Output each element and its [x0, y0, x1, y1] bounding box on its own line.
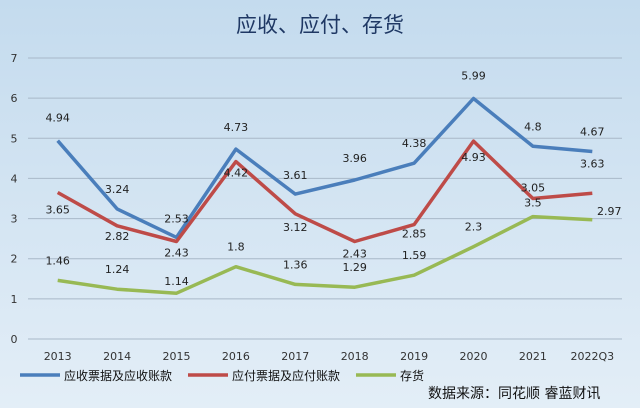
series-line — [56, 139, 593, 244]
chart-title: 应收、应付、存货 — [236, 13, 404, 37]
x-tick-label: 2018 — [341, 350, 369, 363]
y-tick-label: 1 — [11, 293, 18, 306]
series-line — [56, 96, 593, 240]
data-label: 4.73 — [224, 121, 249, 134]
data-label: 3.12 — [283, 221, 308, 234]
x-tick-label: 2020 — [460, 350, 488, 363]
data-label: 2.43 — [164, 246, 189, 259]
data-label: 3.65 — [45, 203, 70, 216]
data-label: 1.46 — [45, 254, 70, 267]
x-tick-label: 2014 — [103, 350, 131, 363]
data-label: 2.82 — [105, 230, 130, 243]
data-label: 2.53 — [164, 212, 189, 225]
data-label: 2.3 — [465, 221, 483, 234]
source-note: 数据来源：同花顺 睿蓝财讯 — [428, 386, 601, 402]
data-label: 4.93 — [461, 151, 486, 164]
data-label: 5.99 — [461, 70, 486, 83]
data-label: 4.42 — [224, 167, 249, 180]
data-label: 4.38 — [402, 137, 427, 150]
data-label: 2.43 — [342, 247, 367, 260]
y-tick-label: 7 — [11, 52, 18, 65]
x-tick-label: 2017 — [281, 350, 309, 363]
data-label: 4.8 — [524, 120, 542, 133]
x-tick-label: 2016 — [222, 350, 250, 363]
data-label: 1.29 — [342, 261, 367, 274]
data-label: 3.61 — [283, 169, 308, 182]
y-tick-label: 4 — [11, 172, 18, 185]
data-label: 4.67 — [580, 126, 605, 139]
series-line — [57, 214, 593, 295]
legend-label: 应收票据及应收账款 — [64, 368, 172, 383]
data-label: 3.96 — [342, 152, 367, 165]
data-label: 1.24 — [105, 263, 130, 276]
data-label: 1.59 — [402, 249, 427, 262]
data-label: 4.94 — [45, 112, 70, 125]
x-tick-label: 2013 — [44, 350, 72, 363]
data-label: 1.8 — [227, 241, 245, 254]
data-label: 2.85 — [402, 228, 427, 241]
y-tick-label: 2 — [11, 253, 18, 266]
x-tick-label: 2022Q3 — [570, 350, 614, 363]
y-tick-label: 6 — [11, 92, 18, 105]
data-label: 3.5 — [524, 197, 542, 210]
data-label: 3.05 — [521, 182, 546, 195]
data-label: 3.24 — [105, 183, 130, 196]
data-label: 1.14 — [164, 275, 189, 288]
x-tick-label: 2019 — [400, 350, 428, 363]
x-tick-label: 2015 — [163, 350, 191, 363]
y-tick-label: 3 — [11, 213, 18, 226]
y-tick-label: 5 — [11, 132, 18, 145]
data-label: 1.36 — [283, 258, 308, 271]
data-label: 3.63 — [580, 157, 605, 170]
data-label: 2.97 — [597, 205, 622, 218]
legend-label: 存货 — [400, 368, 424, 383]
y-tick-label: 0 — [11, 333, 18, 346]
legend-label: 应付票据及应付账款 — [232, 368, 340, 383]
x-tick-label: 2021 — [519, 350, 547, 363]
